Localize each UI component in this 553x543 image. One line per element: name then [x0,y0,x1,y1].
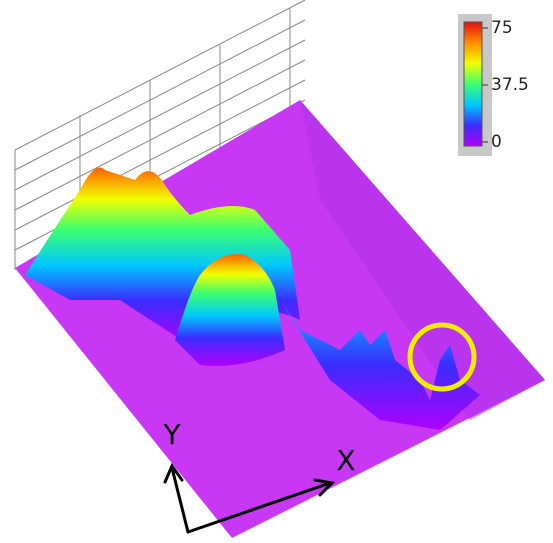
x-axis-label: X [336,444,355,477]
surface-shade [300,100,545,420]
surface-peak [175,254,285,366]
y-axis-label: Y [162,418,181,451]
colorbar [463,21,483,147]
axis-arrows [163,462,336,534]
back-wall [14,0,306,270]
surface-ridge-low [280,300,480,430]
colorbar-tick-label: 37.5 [491,75,529,95]
colorbar-tick-label: 0 [491,132,502,152]
highlight-circle [407,322,477,392]
colorbar-tick-label: 75 [491,18,513,38]
